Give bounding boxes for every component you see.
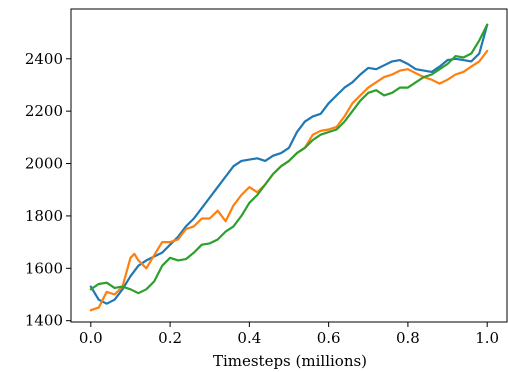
y-tick-label: 2200 [25, 102, 63, 120]
y-tick-label: 1800 [25, 207, 63, 225]
x-tick-label: 1.0 [475, 329, 499, 347]
y-tick-label: 2400 [25, 50, 63, 68]
x-tick-label: 0.4 [237, 329, 261, 347]
y-tick-label: 1400 [25, 312, 63, 330]
plot-frame [70, 8, 508, 323]
x-tick-label: 0.8 [396, 329, 420, 347]
series-line-3 [89, 23, 489, 295]
x-tick-label: 0.0 [79, 329, 103, 347]
series-layer [89, 23, 489, 312]
y-tick-label: 2000 [25, 155, 63, 173]
y-tick-label: 1600 [25, 259, 63, 277]
series-line-1 [89, 23, 489, 305]
x-axis-label: Timesteps (millions) [213, 352, 367, 370]
axes-layer: 0.0 0.2 0.4 0.6 0.8 1.0 1400 1600 1800 2000 2200 24… [25, 8, 508, 347]
x-tick-label: 0.6 [317, 329, 341, 347]
x-tick-label: 0.2 [158, 329, 182, 347]
